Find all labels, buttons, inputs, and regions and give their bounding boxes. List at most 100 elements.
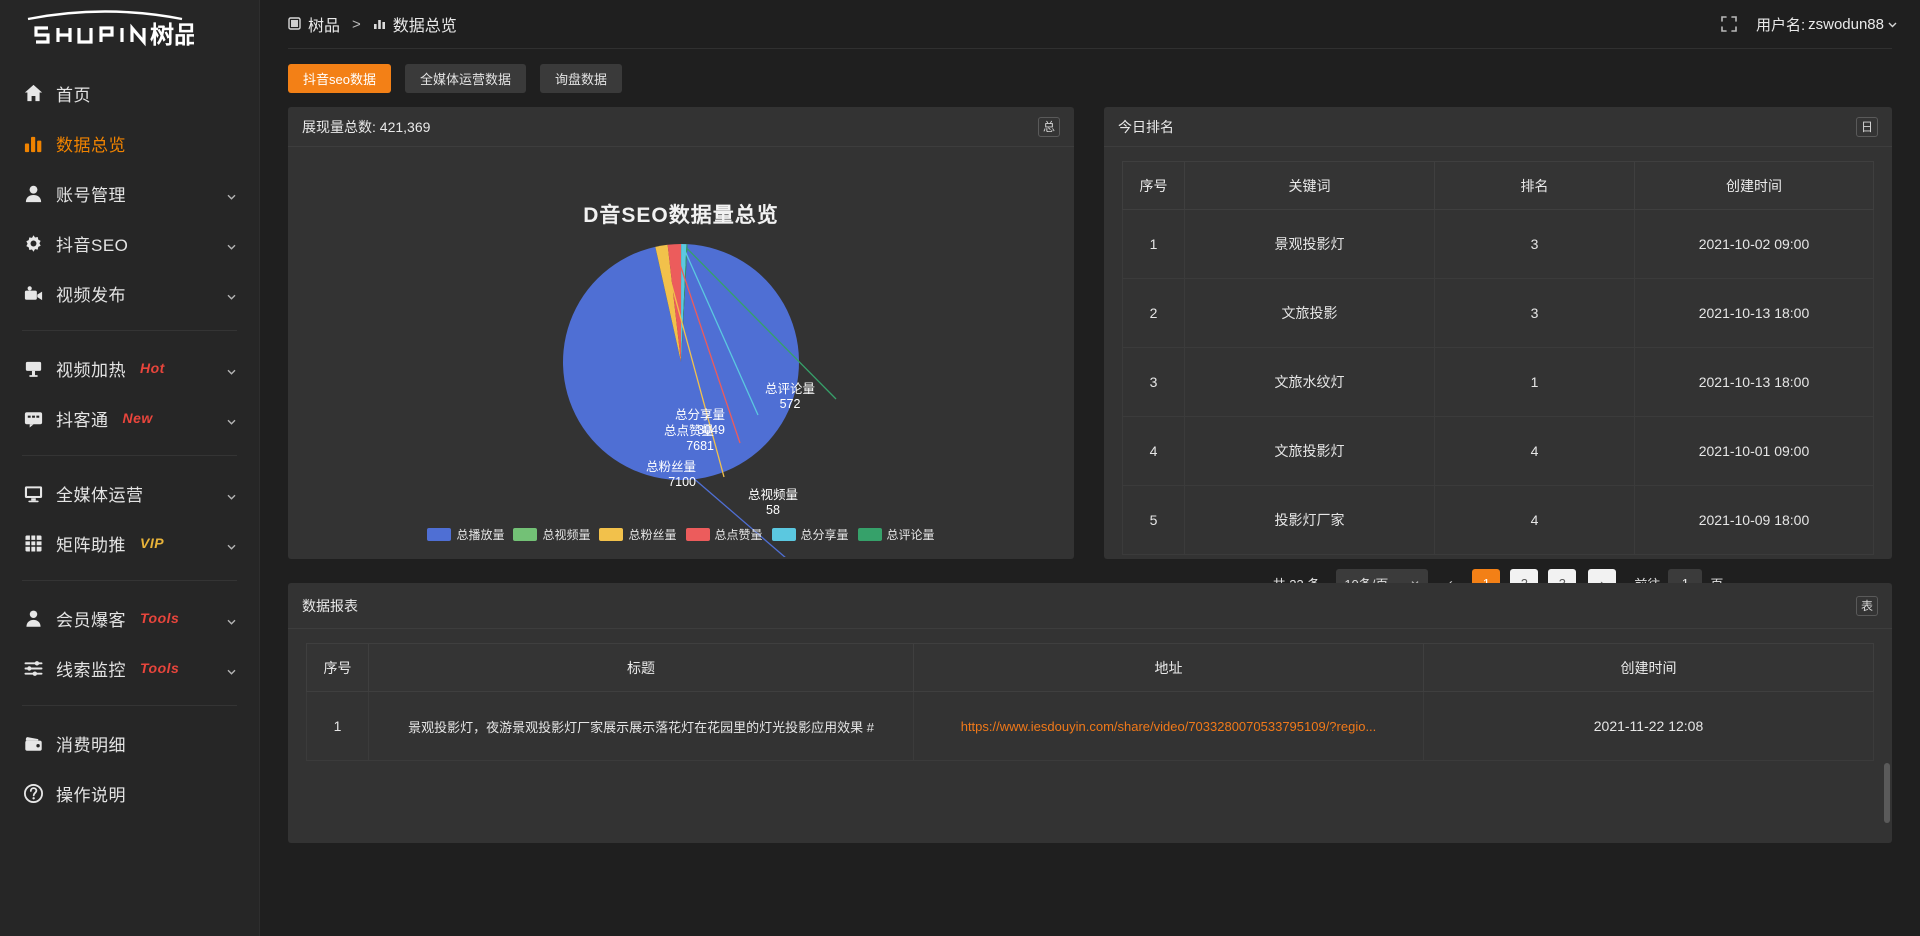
report-title-text: 景观投影灯，夜游景观投影灯厂家展示展示落花灯在花园里的灯光投影应用效果 # xyxy=(408,719,874,735)
chevron-down-icon[interactable] xyxy=(226,488,237,500)
chevron-down-icon[interactable] xyxy=(226,613,237,625)
vertical-scrollbar[interactable] xyxy=(1884,763,1890,823)
chevron-down-icon[interactable] xyxy=(226,413,237,425)
table-row[interactable]: 2 文旅投影 3 2021-10-13 18:00 xyxy=(1122,278,1874,348)
pie-slice-1[interactable] xyxy=(655,246,681,362)
rank-cell-keyword: 文旅投影灯 xyxy=(1184,416,1435,486)
breadcrumb-current[interactable]: 数据总览 xyxy=(373,12,457,36)
tab-2[interactable]: 询盘数据 xyxy=(539,64,622,93)
sidebar-item-8[interactable]: 矩阵助推 VIP xyxy=(0,518,259,568)
rank-cell-keyword: 投影灯厂家 xyxy=(1184,485,1435,555)
sidebar-divider xyxy=(22,455,237,456)
fullscreen-icon[interactable] xyxy=(1720,15,1738,33)
table-row[interactable]: 1 景观投影灯，夜游景观投影灯厂家展示展示落花灯在花园里的灯光投影应用效果 # ht… xyxy=(306,691,1874,761)
report-cell-title: 景观投影灯，夜游景观投影灯厂家展示展示落花灯在花园里的灯光投影应用效果 # xyxy=(368,691,914,761)
user-menu[interactable]: 用户名: zswodun88 xyxy=(1756,14,1898,35)
rank-card-title: 今日排名 xyxy=(1118,118,1174,135)
window-icon xyxy=(288,17,302,31)
chevron-down-icon[interactable] xyxy=(226,663,237,675)
sidebar-item-11[interactable]: 消费明细 xyxy=(0,718,259,768)
sidebar-item-1[interactable]: 数据总览 xyxy=(0,118,259,168)
sidebar: 树品 首页数据总览账号管理抖音SEO 视频发布视频加热 Hot 抖客通 New 全媒体运营… xyxy=(0,0,260,936)
table-row[interactable]: 4 文旅投影灯 4 2021-10-01 09:00 xyxy=(1122,416,1874,486)
sidebar-item-label: 账号管理 xyxy=(56,185,126,205)
rank-cell-time: 2021-10-01 09:00 xyxy=(1634,416,1874,486)
shupin-logo-icon: 树品 xyxy=(27,10,194,49)
sidebar-item-0[interactable]: 首页 xyxy=(0,68,259,118)
legend-swatch-icon xyxy=(513,528,538,541)
rank-cell-rank: 3 xyxy=(1434,278,1635,348)
report-card-badge[interactable]: 表 xyxy=(1856,595,1878,616)
table-row[interactable]: 5 投影灯厂家 4 2021-10-09 18:00 xyxy=(1122,485,1874,555)
sidebar-item-label: 矩阵助推 xyxy=(56,535,126,555)
pie-chart-area: D音SEO数据量总览 总曝光量402909总视频量58总粉丝量7100总点赞量7… xyxy=(288,147,1074,557)
report-col-0: 序号 xyxy=(306,643,369,692)
tab-1[interactable]: 全媒体运营数据 xyxy=(404,64,526,93)
user-label: 用户名: xyxy=(1755,16,1806,34)
sidebar-item-12[interactable]: 操作说明 xyxy=(0,768,259,818)
legend-item-2[interactable]: 总粉丝量 xyxy=(599,526,677,543)
sidebar-item-label: 首页 xyxy=(56,85,91,105)
chevron-down-icon[interactable] xyxy=(226,288,237,300)
legend-label: 总视频量 xyxy=(542,528,591,542)
chevron-down-icon xyxy=(1888,22,1897,27)
pie-leader-line-2 xyxy=(661,249,725,478)
breadcrumb-root-label: 树品 xyxy=(308,18,341,35)
breadcrumb-root[interactable]: 树品 xyxy=(288,12,340,36)
sidebar-item-2[interactable]: 账号管理 xyxy=(0,168,259,218)
sidebar-item-label: 抖客通 xyxy=(56,410,109,430)
table-row[interactable]: 1 景观投影灯 3 2021-10-02 09:00 xyxy=(1122,209,1874,279)
report-url-link[interactable]: https://www.iesdouyin.com/share/video/70… xyxy=(960,718,1377,734)
pie-label-value-5: 572 xyxy=(780,397,801,411)
table-row[interactable]: 3 文旅水纹灯 1 2021-10-13 18:00 xyxy=(1122,347,1874,417)
chevron-down-icon[interactable] xyxy=(226,238,237,250)
chevron-down-icon[interactable] xyxy=(226,538,237,550)
sidebar-item-7[interactable]: 全媒体运营 xyxy=(0,468,259,518)
pie-slice-2[interactable] xyxy=(655,244,681,362)
header-divider xyxy=(288,48,1892,49)
rank-card-badge[interactable]: 日 xyxy=(1856,116,1878,137)
table-header-row: 序号 关键词 排名 创建时间 xyxy=(1122,161,1874,210)
pie-slice-3[interactable] xyxy=(667,244,682,362)
rank-cell-keyword: 文旅投影 xyxy=(1184,278,1435,348)
legend-swatch-icon xyxy=(857,528,882,541)
legend-item-0[interactable]: 总播放量 xyxy=(427,526,504,543)
legend-item-1[interactable]: 总视频量 xyxy=(513,526,590,543)
gear-icon xyxy=(22,232,44,254)
user-name: zswodun88 xyxy=(1808,15,1884,33)
pie-slice-0[interactable] xyxy=(563,244,800,480)
chart-card-badge[interactable]: 总 xyxy=(1038,116,1060,137)
rank-cell-rank: 1 xyxy=(1434,347,1635,417)
rank-cell-time: 2021-10-13 18:00 xyxy=(1634,347,1874,417)
legend-item-3[interactable]: 总点赞量 xyxy=(685,526,763,543)
sidebar-item-9[interactable]: 会员爆客 Tools xyxy=(0,593,259,643)
legend-item-4[interactable]: 总分享量 xyxy=(771,526,849,543)
sidebar-divider xyxy=(22,330,237,331)
rank-table: 序号 关键词 排名 创建时间 1 景观投影灯 3 2021-10-02 09:00 2 文旅投影… xyxy=(1122,161,1874,555)
pie-chart-svg[interactable]: 总曝光量402909总视频量58总粉丝量7100总点赞量7681总分享量3049… xyxy=(288,147,1074,557)
sidebar-item-6[interactable]: 抖客通 New xyxy=(0,393,259,443)
pie-label-name-2: 总粉丝量 xyxy=(646,459,696,474)
sidebar-item-5[interactable]: 视频加热 Hot xyxy=(0,343,259,393)
chart-card-header: 展现量总数: 421,369 总 xyxy=(288,107,1074,147)
wallet-icon xyxy=(22,732,44,754)
sidebar-nav: 首页 数据总览 账号管理 抖音SEO 视频发布 视频加热 Hot 抖客通 New 全媒体运营 矩阵助… xyxy=(0,58,259,818)
legend-item-5[interactable]: 总评论量 xyxy=(857,526,935,543)
sidebar-item-4[interactable]: 视频发布 xyxy=(0,268,259,318)
tab-0[interactable]: 抖音seo数据 xyxy=(288,64,391,93)
brand-logo[interactable]: 树品 xyxy=(0,0,259,58)
rank-col-3: 创建时间 xyxy=(1634,161,1874,210)
pie-slice-4[interactable] xyxy=(681,244,687,362)
pie-slice-5[interactable] xyxy=(681,244,688,362)
chevron-down-icon[interactable] xyxy=(226,363,237,375)
rank-cell-no: 1 xyxy=(1122,209,1185,279)
pie-label-name-1: 总视频量 xyxy=(748,487,798,502)
sidebar-item-3[interactable]: 抖音SEO xyxy=(0,218,259,268)
sidebar-item-10[interactable]: 线索监控 Tools xyxy=(0,643,259,693)
sidebar-divider xyxy=(22,705,237,706)
sidebar-item-label: 会员爆客 xyxy=(56,610,126,630)
pie-leader-line-4 xyxy=(683,247,759,416)
chevron-down-icon[interactable] xyxy=(226,188,237,200)
rank-cell-time: 2021-10-02 09:00 xyxy=(1634,209,1874,279)
user-icon xyxy=(22,182,44,204)
